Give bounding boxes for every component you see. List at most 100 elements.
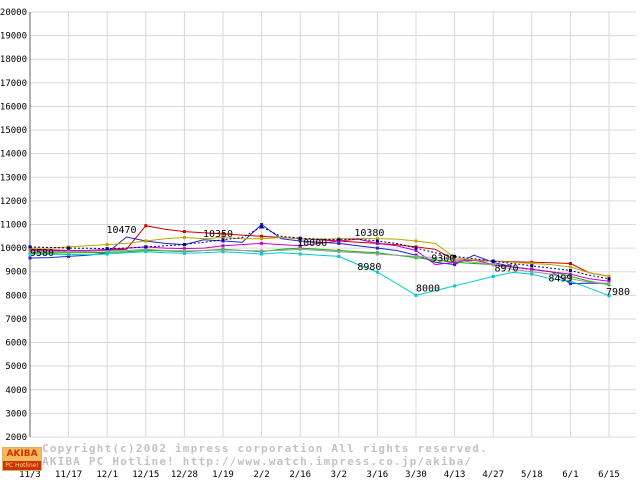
- y-axis-label: 9000: [5, 268, 27, 278]
- data-point-marker: [144, 224, 148, 228]
- y-axis-label: 6000: [5, 339, 27, 349]
- data-point-marker: [182, 230, 186, 234]
- x-axis-label: 11/17: [55, 470, 82, 480]
- data-point-marker: [568, 274, 572, 278]
- y-axis-label: 20000: [0, 8, 27, 18]
- x-axis-label: 4/13: [444, 470, 466, 480]
- data-point-marker: [182, 247, 186, 251]
- data-point-marker: [105, 252, 109, 256]
- data-point-marker: [375, 241, 379, 245]
- data-point-marker: [260, 237, 264, 241]
- data-point-marker: [337, 250, 341, 254]
- annotation-label: 10470: [106, 225, 136, 236]
- data-point-marker: [568, 272, 572, 276]
- y-axis-label: 10000: [0, 244, 27, 254]
- data-point-marker: [568, 265, 572, 269]
- data-point-marker: [375, 252, 379, 256]
- site-url-text: AKIBA PC Hotline! http://www.watch.impre…: [42, 455, 473, 468]
- data-point-marker: [491, 274, 495, 278]
- x-axis-label: 3/2: [331, 470, 347, 480]
- data-point-marker: [260, 241, 264, 245]
- data-point-marker: [530, 262, 534, 265]
- annotation-label: 8499: [548, 274, 572, 285]
- data-point-marker: [414, 246, 418, 250]
- data-point-marker: [67, 254, 71, 258]
- annotation-label: 8970: [494, 263, 518, 274]
- data-point-marker: [144, 239, 148, 243]
- data-point-marker: [221, 236, 225, 239]
- y-axis-label: 18000: [0, 55, 27, 65]
- price-series-4-line: [29, 251, 610, 297]
- data-point-marker: [144, 247, 148, 251]
- x-axis-label: 12/15: [132, 470, 159, 480]
- data-point-marker: [375, 239, 379, 243]
- y-axis-label: 8000: [5, 291, 27, 301]
- annotation-label: 7980: [606, 287, 630, 298]
- data-point-marker: [530, 264, 534, 268]
- y-axis-label: 12000: [0, 197, 27, 207]
- data-point-marker: [144, 250, 148, 254]
- y-axis-label: 13000: [0, 173, 27, 183]
- data-point-marker: [260, 223, 264, 226]
- data-point-marker: [260, 234, 264, 238]
- y-axis-label: 5000: [5, 362, 27, 372]
- x-axis-label: 11/3: [19, 470, 41, 480]
- y-axis-label: 17000: [0, 79, 27, 89]
- data-point-marker: [28, 245, 32, 249]
- data-point-marker: [298, 239, 302, 243]
- y-axis-label: 16000: [0, 102, 27, 112]
- annotation-label: 10000: [297, 238, 327, 249]
- data-point-marker: [182, 249, 186, 253]
- data-point-marker: [144, 245, 148, 249]
- data-point-marker: [298, 236, 302, 240]
- logo-subtitle: PC Hotline!: [3, 461, 41, 470]
- data-point-marker: [607, 274, 611, 278]
- data-point-marker: [530, 270, 534, 274]
- copyright-text: Copyright(c)2002 impress corporation All…: [42, 442, 488, 455]
- akiba-pc-hotline-logo: AKIBA PC Hotline!: [2, 447, 42, 471]
- data-point-marker: [221, 248, 225, 252]
- y-axis-label: 14000: [0, 150, 27, 160]
- data-point-marker: [414, 249, 418, 252]
- data-point-marker: [375, 237, 379, 241]
- data-point-marker: [105, 243, 109, 247]
- data-point-marker: [453, 260, 457, 264]
- data-point-marker: [221, 250, 225, 254]
- data-point-marker: [491, 263, 495, 267]
- x-axis-label: 12/1: [96, 470, 118, 480]
- data-point-marker: [453, 263, 457, 267]
- y-axis-label: 3000: [5, 409, 27, 419]
- data-point-marker: [607, 279, 611, 283]
- y-axis-label: 11000: [0, 221, 27, 231]
- data-point-marker: [260, 252, 264, 256]
- data-point-marker: [298, 247, 302, 251]
- annotation-label: 10350: [203, 229, 233, 240]
- y-axis-label: 4000: [5, 386, 27, 396]
- data-point-marker: [221, 232, 225, 236]
- x-axis-label: 12/28: [171, 470, 198, 480]
- y-axis-label: 15000: [0, 126, 27, 136]
- data-point-marker: [568, 279, 572, 283]
- data-point-marker: [298, 244, 302, 248]
- x-axis-label: 3/30: [405, 470, 427, 480]
- data-point-marker: [221, 244, 225, 248]
- data-point-marker: [607, 282, 611, 285]
- y-axis-label: 19000: [0, 32, 27, 42]
- annotation-label: 8980: [357, 262, 381, 273]
- data-point-marker: [568, 282, 572, 286]
- annotation-label: 9580: [30, 248, 54, 259]
- x-axis-label: 6/15: [598, 470, 620, 480]
- data-point-marker: [530, 267, 534, 271]
- price-series-6-line: [30, 236, 610, 277]
- data-point-marker: [607, 277, 611, 281]
- data-point-marker: [530, 272, 534, 276]
- data-point-marker: [298, 252, 302, 256]
- data-point-marker: [28, 256, 32, 260]
- data-point-marker: [337, 254, 341, 258]
- price-series-7-line: [29, 248, 610, 284]
- x-axis-label: 2/2: [253, 470, 269, 480]
- data-point-marker: [607, 294, 611, 298]
- data-point-marker: [221, 238, 225, 242]
